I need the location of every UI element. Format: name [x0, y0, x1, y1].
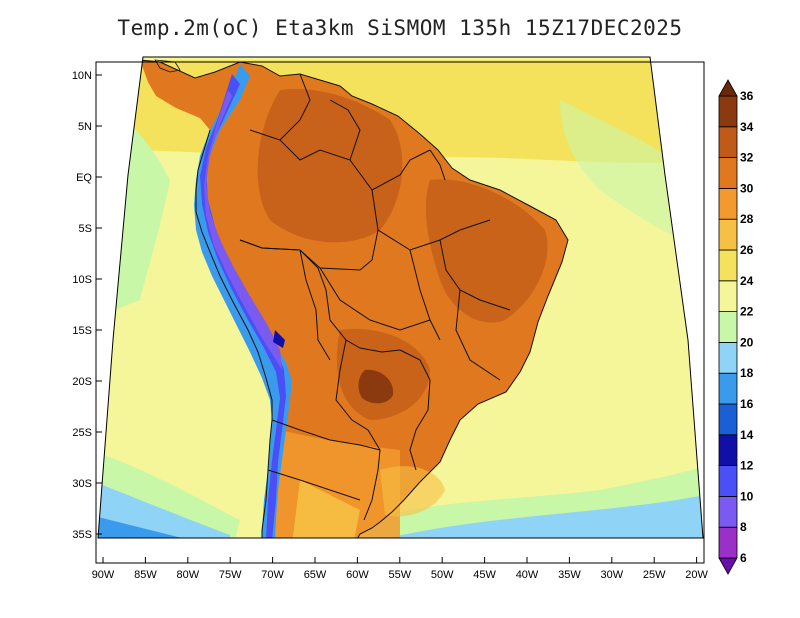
colorbar-label: 12 — [740, 459, 754, 473]
lon-label: 80W — [176, 569, 199, 581]
colorbar-label: 36 — [740, 89, 754, 103]
lon-label: 20W — [685, 569, 708, 581]
lat-label: 15S — [72, 325, 92, 337]
colorbar-label: 8 — [740, 520, 747, 534]
andes-cold-region — [194, 64, 292, 538]
lon-label: 90W — [92, 569, 115, 581]
colorbar-swatch — [718, 95, 738, 128]
colorbar-label: 16 — [740, 397, 754, 411]
colorbar-label: 6 — [740, 551, 747, 565]
lat-label: 10N — [72, 70, 92, 82]
lat-label: 25S — [72, 427, 92, 439]
latitude-axis: 10N 5N EQ 5S 10S 15S 20S 25S 30S 35S — [72, 70, 102, 541]
lat-label: 10S — [72, 274, 92, 286]
colorbar-swatch — [718, 280, 738, 312]
colorbar-max-arrow — [718, 79, 738, 97]
lat-label: 35S — [72, 529, 92, 541]
colorbar-label: 34 — [740, 120, 754, 134]
colorbar-swatch — [718, 311, 738, 343]
colorbar-label: 26 — [740, 243, 754, 257]
colorbar-swatch — [718, 341, 738, 374]
colorbar-label: 10 — [740, 489, 754, 503]
colorbar-label: 30 — [740, 181, 754, 195]
lon-label: 85W — [134, 569, 157, 581]
lon-label: 30W — [600, 569, 623, 581]
lon-label: 60W — [346, 569, 369, 581]
colorbar-swatch — [718, 249, 738, 282]
colorbar-swatch — [718, 526, 738, 559]
colorbar-label: 24 — [740, 274, 754, 288]
colorbar-label: 28 — [740, 212, 754, 226]
lon-label: 65W — [304, 569, 327, 581]
lat-label: 5S — [79, 223, 92, 235]
colorbar-label: 22 — [740, 305, 754, 319]
colorbar-swatch — [718, 126, 738, 159]
longitude-axis: 90W 85W 80W 75W 70W 65W 60W 55W 50W 45W 40W 35W 30W 2… — [92, 557, 709, 581]
colorbar-label: 14 — [740, 428, 754, 442]
map-title: Temp.2m(oC) Eta3km SiSMOM 135h 15Z17DEC2… — [117, 16, 683, 40]
lat-label: 5N — [78, 121, 92, 133]
colorbar-swatch — [718, 434, 738, 466]
colorbar-label: 32 — [740, 151, 754, 165]
lat-label: 30S — [72, 478, 92, 490]
lon-label: 75W — [219, 569, 242, 581]
colorbar-min-arrow — [718, 557, 738, 575]
colorbar-swatch — [718, 187, 738, 220]
country-borders — [139, 59, 569, 538]
lon-label: 50W — [431, 569, 454, 581]
lon-label: 25W — [643, 569, 666, 581]
colorbar-swatch — [718, 157, 738, 189]
colorbar-label: 18 — [740, 366, 754, 380]
lon-label: 40W — [516, 569, 539, 581]
colorbar-swatch — [718, 372, 738, 405]
lon-label: 45W — [473, 569, 496, 581]
lat-label: EQ — [76, 172, 92, 184]
colorbar-swatch — [718, 218, 738, 251]
colorbar-swatch — [718, 465, 738, 497]
lon-label: 35W — [558, 569, 581, 581]
map-field — [98, 57, 703, 538]
map-frame — [97, 56, 704, 539]
lat-label: 20S — [72, 376, 92, 388]
lon-label: 70W — [261, 569, 284, 581]
lon-label: 55W — [388, 569, 411, 581]
colorbar-swatch — [718, 403, 738, 436]
colorbar: 6 8 10 12 14 16 18 20 22 24 26 28 30 32 34 36 — [718, 79, 754, 575]
colorbar-label: 20 — [740, 335, 754, 349]
colorbar-swatch — [718, 495, 738, 528]
